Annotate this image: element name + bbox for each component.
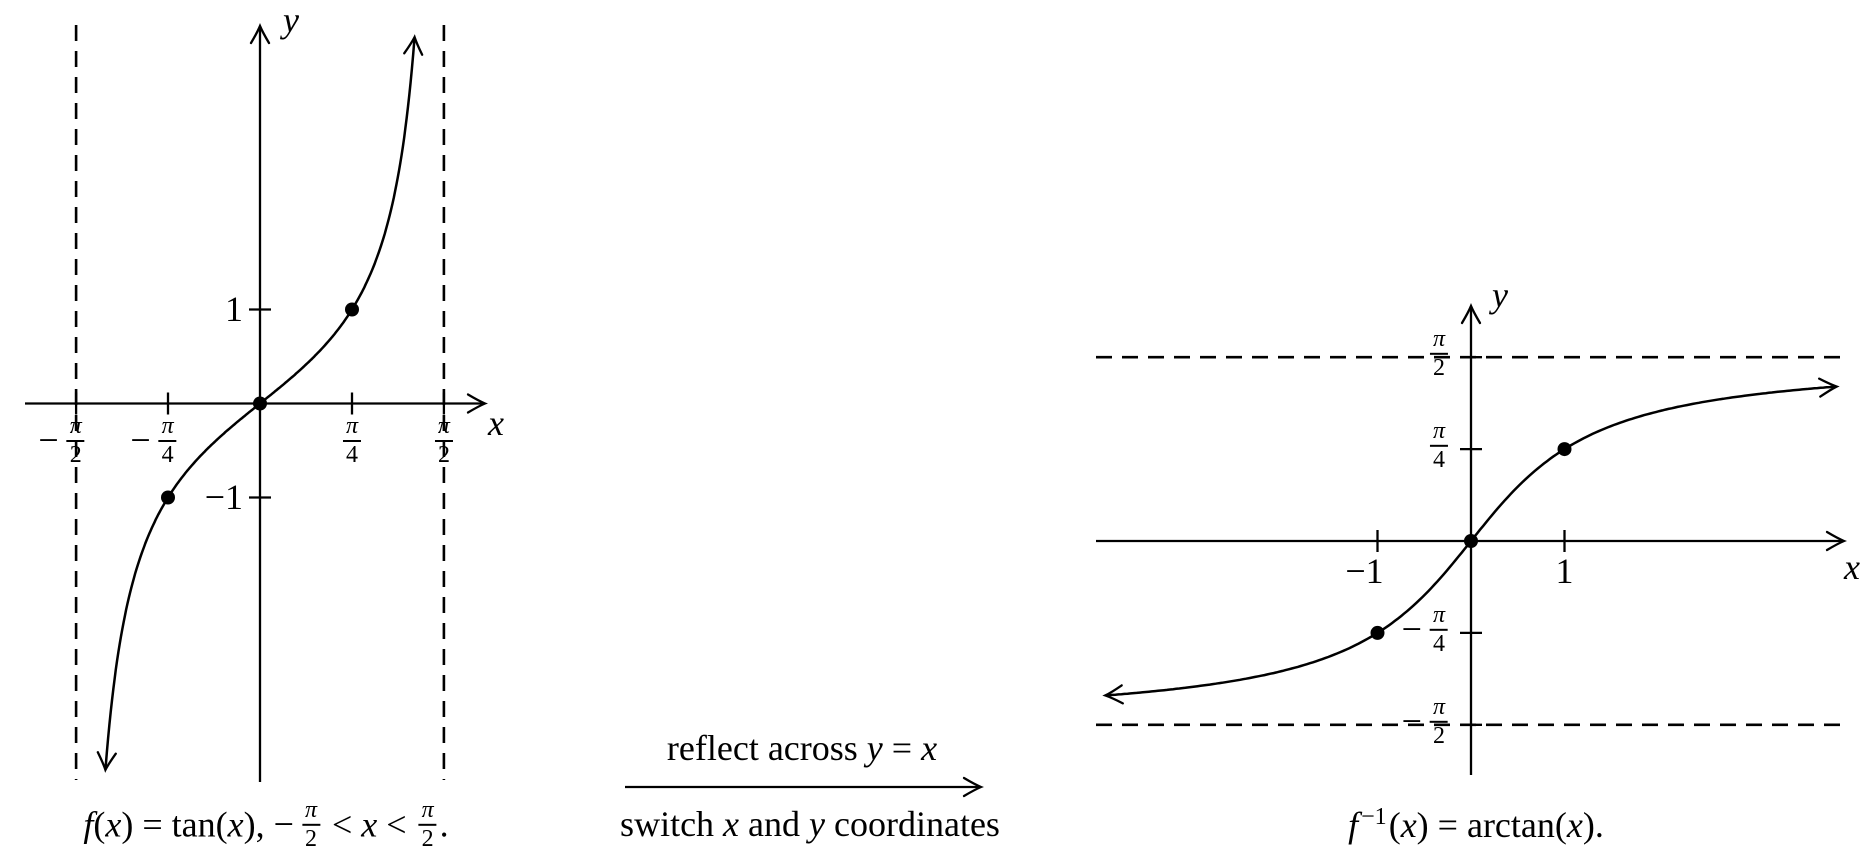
tangent-point-marker <box>161 490 175 505</box>
arctangent-point-marker <box>1370 625 1385 640</box>
arctangent-point-marker <box>1557 442 1572 457</box>
tangent-point-marker <box>253 396 267 411</box>
tangent-point-marker <box>345 302 359 317</box>
arctangent-point-marker <box>1464 534 1478 548</box>
